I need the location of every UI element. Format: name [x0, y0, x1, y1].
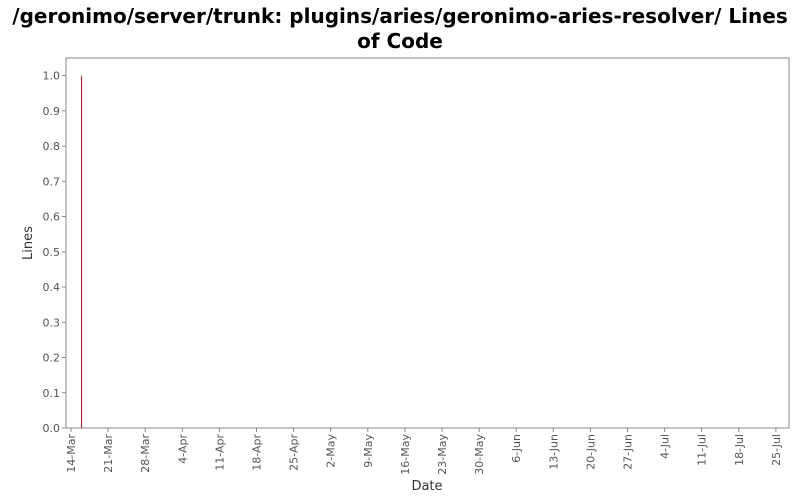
- y-tick-label: 0.6: [43, 211, 61, 224]
- y-tick-label: 0.1: [43, 387, 61, 400]
- x-tick-label: 27-Jun: [622, 434, 635, 470]
- y-tick-label: 1.0: [43, 70, 61, 83]
- y-tick-label: 0.9: [43, 105, 61, 118]
- x-tick-label: 25-Apr: [288, 434, 301, 471]
- x-tick-label: 4-Apr: [176, 434, 189, 464]
- y-axis-label: Lines: [21, 226, 36, 260]
- x-tick-label: 18-Apr: [251, 434, 264, 471]
- x-tick-label: 2-May: [325, 434, 338, 468]
- x-tick-label: 16-May: [399, 434, 412, 475]
- y-axis: 0.0 0.1 0.2 0.3 0.4 0.5 0.6 0.7 0.8 0.9 1.0: [43, 70, 66, 435]
- x-axis: 14-Mar 21-Mar 28-Mar 4-Apr 11-Apr 18-Apr 25-Ap…: [65, 428, 783, 475]
- x-tick-label: 21-Mar: [102, 434, 115, 473]
- x-tick-label: 11-Apr: [213, 434, 226, 471]
- plot-area: [65, 57, 790, 429]
- x-tick-label: 9-May: [362, 434, 375, 468]
- y-tick-label: 0.4: [43, 281, 61, 294]
- y-tick-label: 0.7: [43, 175, 61, 188]
- x-tick-label: 11-Jul: [696, 434, 709, 466]
- y-tick-label: 0.2: [43, 352, 61, 365]
- x-tick-label: 30-May: [473, 434, 486, 475]
- x-tick-label: 25-Jul: [770, 434, 783, 466]
- x-tick-label: 4-Jul: [659, 434, 672, 459]
- x-tick-label: 23-May: [436, 434, 449, 475]
- y-tick-label: 0.0: [43, 422, 61, 435]
- x-tick-label: 14-Mar: [65, 434, 78, 473]
- x-tick-label: 6-Jun: [510, 434, 523, 463]
- x-tick-label: 28-Mar: [139, 434, 152, 473]
- x-tick-label: 20-Jun: [584, 434, 597, 470]
- y-tick-label: 0.5: [43, 246, 61, 259]
- x-tick-label: 18-Jul: [733, 434, 746, 466]
- x-tick-label: 13-Jun: [547, 434, 560, 470]
- x-axis-label: Date: [411, 479, 442, 494]
- y-tick-label: 0.8: [43, 140, 61, 153]
- y-tick-label: 0.3: [43, 316, 61, 329]
- chart-title: /geronimo/server/trunk: plugins/aries/ge…: [12, 4, 788, 53]
